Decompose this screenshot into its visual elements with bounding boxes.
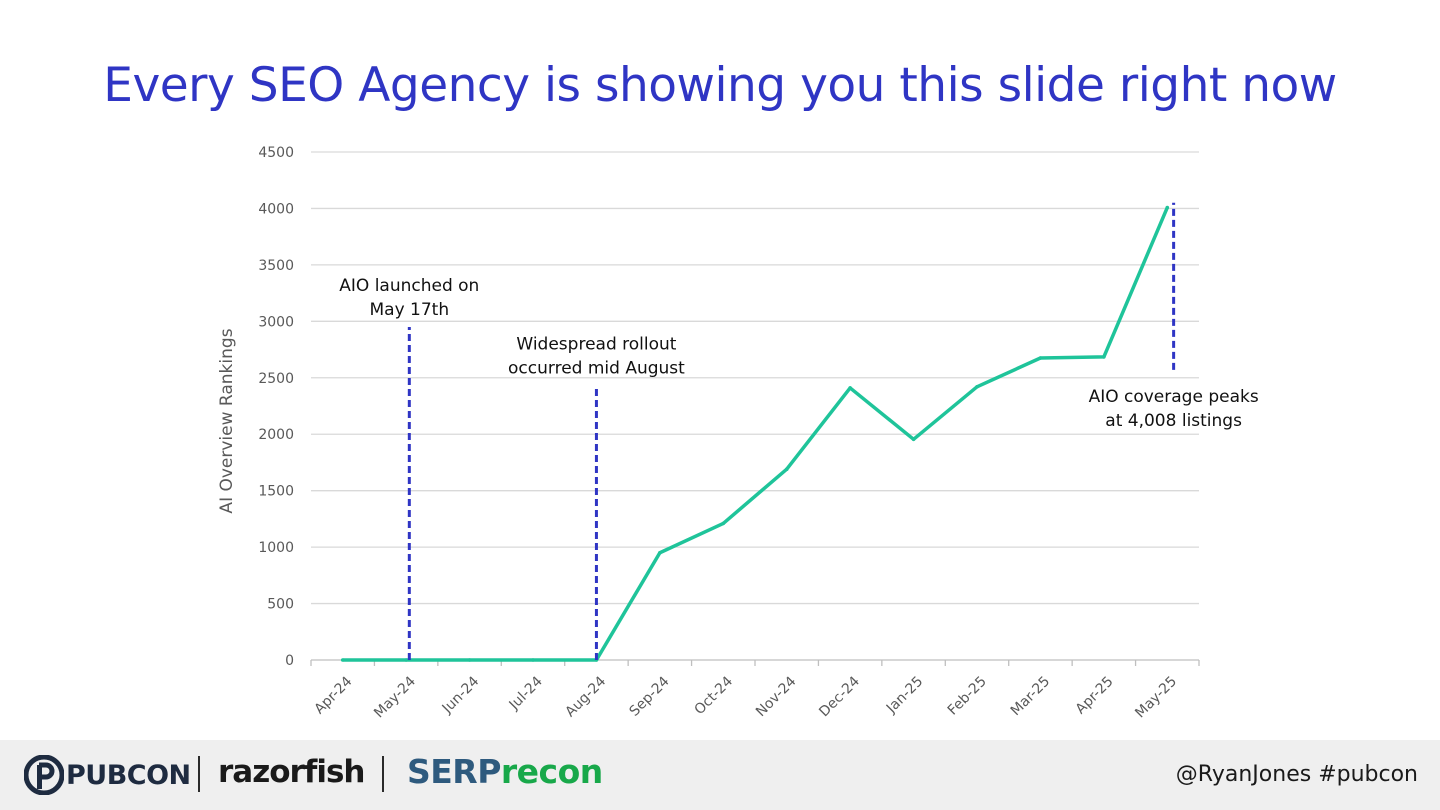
x-tick-label: Dec-24	[816, 673, 863, 720]
pubcon-logo: PUBCON	[24, 752, 191, 798]
annotation-text: occurred mid August	[508, 359, 685, 379]
x-tick-label: Apr-25	[1073, 674, 1117, 718]
data-point	[911, 437, 916, 442]
data-point	[404, 658, 408, 662]
x-tick-label: Feb-25	[945, 674, 990, 719]
data-point	[784, 467, 789, 472]
data-point	[467, 658, 472, 662]
serprecon-logo-part-a: SERP	[407, 752, 501, 791]
data-point	[531, 658, 535, 662]
x-tick-label: Apr-24	[312, 673, 356, 717]
annotation-text: May 17th	[370, 300, 450, 320]
annotation-text: AIO coverage peaks	[1089, 387, 1259, 407]
razorfish-logo: razorfish	[218, 754, 365, 790]
slide-title: Every SEO Agency is showing you this sli…	[103, 58, 1337, 113]
data-point	[1038, 356, 1043, 360]
y-tick-label: 1000	[258, 540, 294, 556]
annotation-text: AIO launched on	[339, 276, 479, 296]
line-chart: 0 500 1000 1500 2000 2500 3000 3500 4000 4500 Apr-…	[217, 145, 1259, 722]
x-tick-label: Nov-24	[753, 673, 800, 720]
x-tick-label: Jun-24	[439, 673, 483, 717]
data-point	[1165, 205, 1170, 210]
y-tick-label: 4500	[258, 145, 294, 161]
x-tick-label: Jan-25	[883, 674, 926, 717]
data-point	[340, 658, 345, 662]
x-tick-label: Mar-25	[1008, 674, 1054, 720]
annotation-text: at 4,008 listings	[1105, 411, 1242, 431]
twitter-handle-hashtag: @RyanJones #pubcon	[1175, 762, 1418, 787]
data-point	[1102, 355, 1106, 359]
y-tick-label: 2500	[258, 371, 294, 387]
x-tick-label: Oct-24	[692, 673, 737, 718]
annotation-text: Widespread rollout	[516, 335, 676, 355]
x-tick-label: May-24	[371, 673, 419, 721]
data-point	[975, 385, 979, 389]
logo-divider	[382, 756, 384, 792]
y-tick-label: 3000	[258, 314, 294, 330]
pubcon-wordmark: PUBCON	[66, 759, 191, 791]
logo-divider	[198, 756, 200, 792]
data-point	[848, 386, 852, 390]
serprecon-logo: SERPrecon	[407, 752, 603, 791]
y-tick-label: 1500	[258, 484, 294, 500]
x-tick-label: Jul-24	[506, 673, 546, 713]
x-tick-label: May-25	[1132, 674, 1180, 722]
y-tick-label: 4000	[258, 201, 294, 217]
serprecon-logo-part-b: recon	[500, 752, 603, 791]
x-tick-label: Aug-24	[562, 673, 609, 720]
y-tick-label: 3500	[258, 258, 294, 274]
y-tick-label: 0	[285, 653, 294, 669]
y-tick-label: 500	[267, 597, 294, 613]
data-point	[658, 550, 662, 555]
data-point	[721, 521, 726, 526]
y-tick-label: 2000	[258, 427, 294, 443]
x-tick-label: Sep-24	[627, 673, 673, 719]
series-line	[342, 206, 1169, 662]
pubcon-p-icon	[24, 755, 64, 795]
footer-bar: PUBCON razorfish SERPrecon @RyanJones #p…	[0, 740, 1440, 810]
y-axis-label: AI Overview Rankings	[217, 328, 237, 513]
